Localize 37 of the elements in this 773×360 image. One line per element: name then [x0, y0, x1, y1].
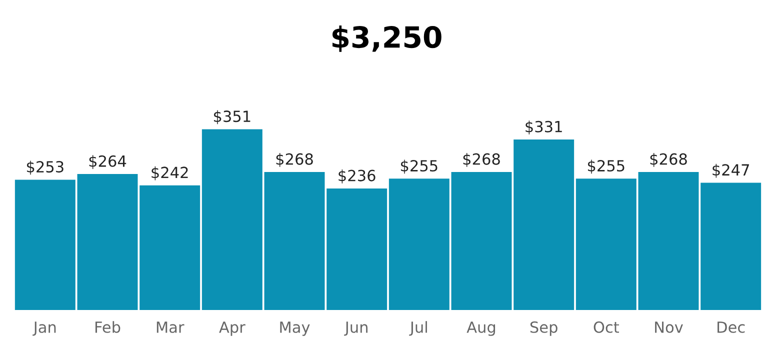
data-label: $268: [463, 153, 500, 167]
bar: [700, 182, 762, 310]
x-tick-label: May: [280, 322, 310, 336]
x-tick-label: Jun: [344, 322, 368, 336]
bar: [638, 172, 699, 310]
data-label: $255: [400, 160, 438, 174]
data-label: $268: [650, 153, 687, 167]
x-tick-label: Aug: [466, 322, 496, 336]
bar: [326, 188, 388, 310]
data-label: $247: [712, 164, 749, 178]
data-label: $255: [588, 160, 624, 174]
x-tick-label: Dec: [718, 322, 745, 333]
data-label: $264: [89, 155, 126, 169]
bar: [77, 174, 138, 310]
x-tick-label: Apr: [219, 322, 246, 336]
data-label: $268: [276, 153, 313, 167]
x-tick-label: Feb: [95, 321, 120, 333]
x-tick-label: Jan: [32, 322, 56, 336]
data-label: $236: [338, 170, 376, 184]
bar: [451, 172, 512, 310]
bar: [388, 178, 450, 310]
data-label: $242: [152, 166, 188, 180]
x-tick-label: Nov: [655, 322, 683, 333]
x-tick-label: Oct: [594, 321, 620, 333]
chart-title: $3,250: [332, 25, 442, 52]
x-tick-label: Jul: [409, 321, 427, 336]
bar: [514, 140, 574, 310]
data-label: $351: [214, 110, 250, 124]
x-tick-label: Sep: [530, 321, 558, 336]
bar: [140, 185, 200, 310]
bar: [14, 180, 76, 310]
bar: [202, 129, 262, 310]
x-tick-label: Mar: [156, 322, 184, 333]
bar: [264, 172, 325, 310]
data-label: $253: [26, 160, 64, 175]
data-label: $331: [526, 120, 562, 134]
bar: [576, 178, 636, 310]
